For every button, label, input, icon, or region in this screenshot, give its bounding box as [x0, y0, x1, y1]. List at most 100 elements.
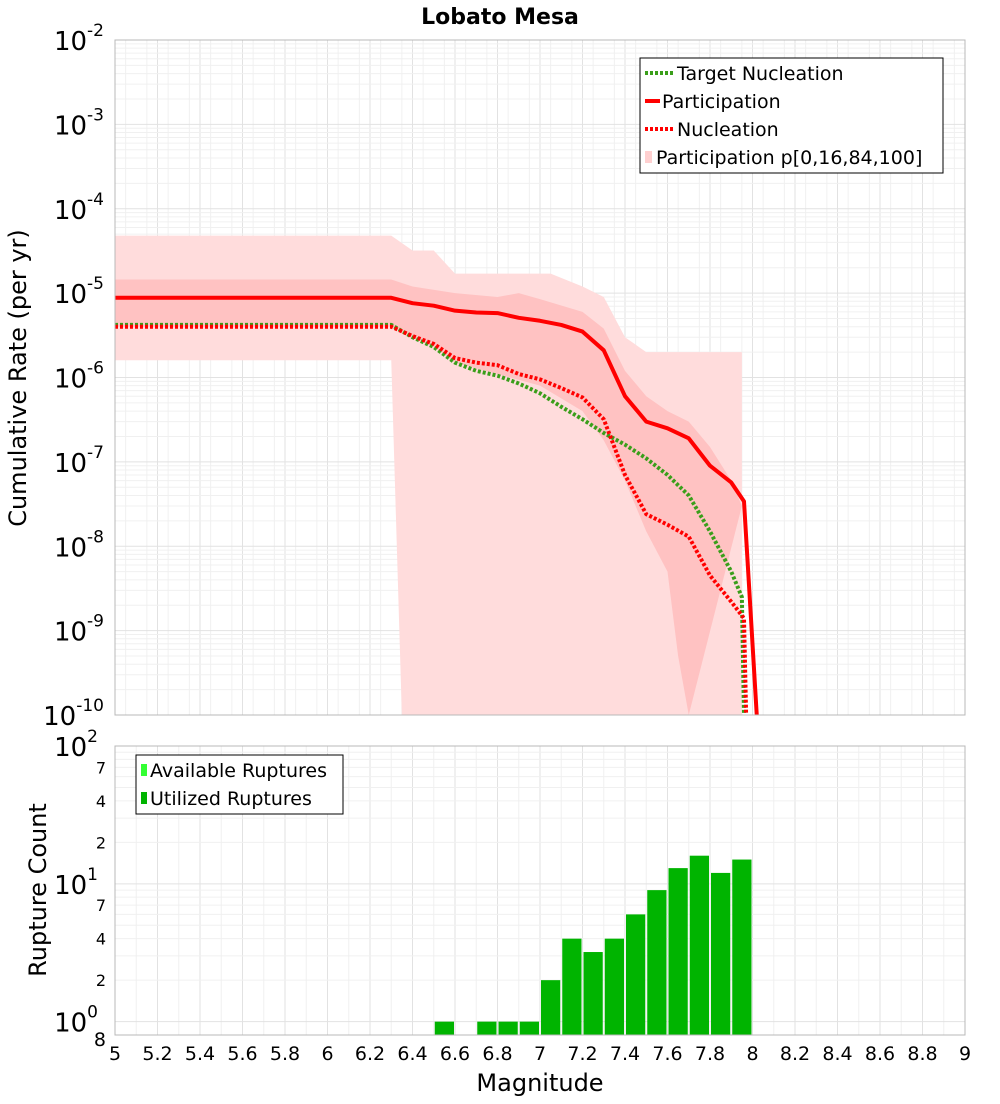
x-tick-label: 9	[959, 1043, 971, 1065]
rate-y-tick-exponent: -3	[87, 105, 104, 125]
count-bars	[434, 855, 752, 1035]
count-legend-box	[135, 754, 344, 815]
count-bar	[541, 980, 561, 1035]
rate-y-tick-label: 10-9	[54, 612, 104, 648]
rate-y-tick-exponent: -4	[87, 190, 104, 210]
rate-legend-label: Participation p[0,16,84,100]	[656, 147, 922, 169]
count-x-ticks: 5 5.2 5.4 5.6 5.8 6 6.2 6.4 6.6 6.8 7 7.2 7.4 7.6 7.8 8…	[109, 1043, 971, 1065]
count-bar	[647, 890, 667, 1035]
rate-y-tick-exponent: -5	[87, 274, 104, 294]
count-y-tick-label: 100	[54, 1003, 98, 1039]
x-tick-label: 8.6	[865, 1043, 895, 1065]
rate-y-tick-label: 10-6	[54, 359, 104, 395]
rate-series-line-2	[115, 324, 749, 715]
rate-y-tick-label: 10-3	[54, 105, 104, 141]
rate-y-tick-base: 10	[54, 533, 87, 563]
x-tick-label: 6	[321, 1043, 333, 1065]
count-bar	[562, 938, 582, 1035]
rate-y-tick-exponent: -2	[87, 21, 104, 41]
count-bar	[434, 1021, 454, 1035]
rate-legend-label: Participation	[662, 91, 781, 113]
rate-y-tick-label: 10-8	[54, 527, 104, 563]
x-tick-label: 6.6	[440, 1043, 470, 1065]
rate-y-tick-label: 10-2	[54, 21, 104, 57]
x-tick-label: 7.4	[610, 1043, 640, 1065]
x-tick-label: 5.8	[270, 1043, 300, 1065]
count-bar	[583, 952, 603, 1035]
count-legend-swatch	[141, 764, 147, 776]
rate-y-tick-exponent: -6	[87, 359, 104, 379]
rate-series-line-0	[115, 322, 746, 715]
x-tick-label: 5.2	[142, 1043, 172, 1065]
rate-y-tick-base: 10	[54, 365, 87, 395]
count-y-tick-base: 10	[54, 1009, 87, 1039]
rate-legend-box	[639, 57, 944, 174]
x-axis-label: Magnitude	[476, 1069, 603, 1097]
rate-y-tick-label: 10-5	[54, 274, 104, 310]
x-tick-label: 8.2	[780, 1043, 810, 1065]
rate-plot-frame	[114, 39, 966, 716]
count-y-minor-tick-label: 2	[96, 833, 106, 852]
x-tick-label: 5.4	[185, 1043, 215, 1065]
rate-y-tick-base: 10	[54, 27, 87, 57]
count-legend-label: Utilized Ruptures	[150, 788, 312, 810]
rate-y-tick-label: 10-7	[54, 443, 104, 479]
count-y-tick-exponent: 1	[87, 865, 98, 885]
count-bar	[668, 868, 688, 1035]
count-y-min-label: 8	[94, 1029, 106, 1051]
count-y-minor-tick-label: 7	[96, 896, 106, 915]
count-bar	[604, 938, 624, 1035]
rate-legend-swatch-band	[645, 151, 652, 163]
count-legend-label: Available Ruptures	[150, 760, 327, 782]
rate-y-tick-label: 10-4	[54, 190, 104, 226]
x-tick-label: 7.2	[567, 1043, 597, 1065]
x-tick-label: 5	[109, 1043, 121, 1065]
rate-bands	[115, 235, 742, 715]
count-bar	[477, 1021, 497, 1035]
rate-lines	[115, 295, 759, 715]
x-tick-label: 8.8	[907, 1043, 937, 1065]
count-bar	[689, 855, 709, 1035]
x-tick-label: 6.8	[482, 1043, 512, 1065]
rate-chart-title: Lobato Mesa	[421, 5, 579, 30]
count-bar	[498, 1021, 518, 1035]
x-tick-label: 7.8	[695, 1043, 725, 1065]
rate-y-tick-base: 10	[43, 702, 76, 732]
rate-y-tick-base: 10	[54, 449, 87, 479]
count-y-tick-label: 102	[54, 727, 98, 763]
rate-legend-label: Nucleation	[677, 119, 779, 141]
rate-y-tick-exponent: -9	[87, 612, 104, 632]
count-y-tick-label: 101	[54, 865, 98, 901]
rate-y-tick-base: 10	[54, 280, 87, 310]
rate-band-p16-p84	[115, 279, 742, 715]
count-bar	[732, 859, 752, 1035]
count-y-tick-base: 10	[54, 871, 87, 901]
rate-y-tick-base: 10	[54, 618, 87, 648]
rate-y-tick-exponent: -10	[76, 696, 104, 716]
x-tick-label: 5.6	[227, 1043, 257, 1065]
count-y-tick-exponent: 2	[87, 727, 98, 747]
rate-y-tick-base: 10	[54, 111, 87, 141]
rate-y-tick-exponent: -8	[87, 527, 104, 547]
x-tick-label: 6.4	[397, 1043, 427, 1065]
count-bar	[711, 872, 731, 1035]
count-y-minor-tick-label: 4	[96, 930, 106, 949]
x-tick-label: 8.4	[822, 1043, 852, 1065]
count-y-tick-base: 10	[54, 733, 87, 763]
count-y-minor-tick-label: 2	[96, 971, 106, 990]
x-tick-label: 7.6	[652, 1043, 682, 1065]
rate-y-tick-exponent: -7	[87, 443, 104, 463]
rate-y-tick-base: 10	[54, 196, 87, 226]
rate-y-axis-label: Cumulative Rate (per yr)	[4, 229, 32, 527]
rate-legend-label: Target Nucleation	[676, 63, 844, 85]
count-legend: Available Ruptures Utilized Ruptures	[135, 754, 344, 815]
rate-series-line-1	[115, 295, 759, 715]
rate-y-tick-label: 10-10	[43, 696, 104, 732]
count-y-minor-tick-label: 4	[96, 792, 106, 811]
x-tick-label: 7	[534, 1043, 546, 1065]
count-y-tick-exponent: 0	[87, 1003, 98, 1023]
